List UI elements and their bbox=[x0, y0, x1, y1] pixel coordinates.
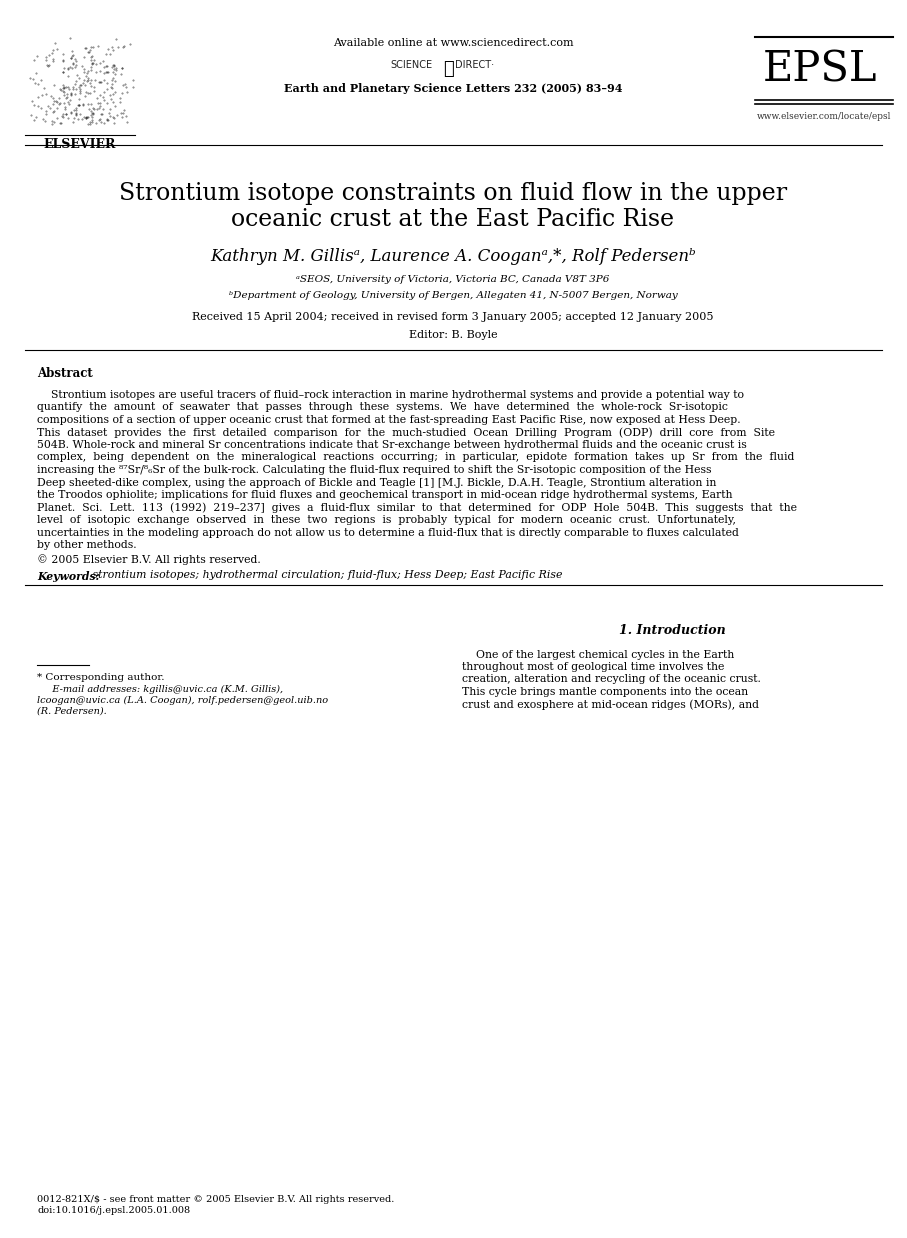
Text: www.elsevier.com/locate/epsl: www.elsevier.com/locate/epsl bbox=[756, 111, 892, 121]
Text: Strontium isotopes are useful tracers of fluid–rock interaction in marine hydrot: Strontium isotopes are useful tracers of… bbox=[37, 390, 744, 400]
Text: increasing the ⁸⁷Sr/⁸₆Sr of the bulk-rock. Calculating the fluid-flux required t: increasing the ⁸⁷Sr/⁸₆Sr of the bulk-roc… bbox=[37, 465, 711, 475]
Text: Kathryn M. Gillisᵃ, Laurence A. Cooganᵃ,*, Rolf Pedersenᵇ: Kathryn M. Gillisᵃ, Laurence A. Cooganᵃ,… bbox=[210, 248, 696, 265]
Text: oceanic crust at the East Pacific Rise: oceanic crust at the East Pacific Rise bbox=[231, 208, 675, 232]
Text: doi:10.1016/j.epsl.2005.01.008: doi:10.1016/j.epsl.2005.01.008 bbox=[37, 1206, 190, 1214]
Text: 0012-821X/$ - see front matter © 2005 Elsevier B.V. All rights reserved.: 0012-821X/$ - see front matter © 2005 El… bbox=[37, 1195, 395, 1205]
Text: Deep sheeted-dike complex, using the approach of Bickle and Teagle [1] [M.J. Bic: Deep sheeted-dike complex, using the app… bbox=[37, 478, 717, 488]
Text: SCIENCE: SCIENCE bbox=[390, 59, 432, 71]
Text: Editor: B. Boyle: Editor: B. Boyle bbox=[409, 331, 497, 340]
Text: E-mail addresses: kgillis@uvic.ca (K.M. Gillis),: E-mail addresses: kgillis@uvic.ca (K.M. … bbox=[43, 685, 283, 693]
Text: 504B. Whole-rock and mineral Sr concentrations indicate that Sr-exchange between: 504B. Whole-rock and mineral Sr concentr… bbox=[37, 439, 746, 449]
Text: Earth and Planetary Science Letters 232 (2005) 83–94: Earth and Planetary Science Letters 232 … bbox=[284, 83, 622, 94]
Text: EPSL: EPSL bbox=[763, 48, 877, 90]
Text: This  dataset  provides  the  first  detailed  comparison  for  the  much-studie: This dataset provides the first detailed… bbox=[37, 427, 775, 438]
Text: compositions of a section of upper oceanic crust that formed at the fast-spreadi: compositions of a section of upper ocean… bbox=[37, 415, 741, 425]
Text: DIRECT·: DIRECT· bbox=[455, 59, 494, 71]
Text: © 2005 Elsevier B.V. All rights reserved.: © 2005 Elsevier B.V. All rights reserved… bbox=[37, 555, 260, 566]
Text: complex,  being  dependent  on  the  mineralogical  reactions  occurring;  in  p: complex, being dependent on the mineralo… bbox=[37, 453, 795, 463]
Text: quantify  the  amount  of  seawater  that  passes  through  these  systems.  We : quantify the amount of seawater that pas… bbox=[37, 402, 728, 412]
Text: * Corresponding author.: * Corresponding author. bbox=[37, 672, 164, 681]
Text: Strontium isotope constraints on fluid flow in the upper: Strontium isotope constraints on fluid f… bbox=[119, 182, 787, 206]
Text: Keywords:: Keywords: bbox=[37, 571, 100, 582]
Text: uncertainties in the modeling approach do not allow us to determine a fluid-flux: uncertainties in the modeling approach d… bbox=[37, 527, 739, 537]
Text: This cycle brings mantle components into the ocean: This cycle brings mantle components into… bbox=[462, 687, 748, 697]
Text: crust and exosphere at mid-ocean ridges (MORs), and: crust and exosphere at mid-ocean ridges … bbox=[462, 699, 759, 711]
Text: Abstract: Abstract bbox=[37, 366, 93, 380]
Text: Received 15 April 2004; received in revised form 3 January 2005; accepted 12 Jan: Received 15 April 2004; received in revi… bbox=[192, 312, 714, 322]
Text: ⓓ: ⓓ bbox=[443, 59, 454, 78]
Text: the Troodos ophiolite; implications for fluid fluxes and geochemical transport i: the Troodos ophiolite; implications for … bbox=[37, 490, 733, 500]
Text: ᵃSEOS, University of Victoria, Victoria BC, Canada V8T 3P6: ᵃSEOS, University of Victoria, Victoria … bbox=[297, 275, 610, 284]
Text: strontium isotopes; hydrothermal circulation; fluid-flux; Hess Deep; East Pacifi: strontium isotopes; hydrothermal circula… bbox=[89, 571, 562, 581]
Text: by other methods.: by other methods. bbox=[37, 540, 137, 550]
Text: level  of  isotopic  exchange  observed  in  these  two  regions  is  probably  : level of isotopic exchange observed in t… bbox=[37, 515, 736, 525]
Text: (R. Pedersen).: (R. Pedersen). bbox=[37, 707, 107, 716]
Text: 1. Introduction: 1. Introduction bbox=[619, 624, 726, 638]
Text: Planet.  Sci.  Lett.  113  (1992)  219–237]  gives  a  fluid-flux  similar  to  : Planet. Sci. Lett. 113 (1992) 219–237] g… bbox=[37, 503, 797, 513]
Text: Available online at www.sciencedirect.com: Available online at www.sciencedirect.co… bbox=[333, 38, 573, 48]
Text: creation, alteration and recycling of the oceanic crust.: creation, alteration and recycling of th… bbox=[462, 675, 761, 685]
Text: lcoogan@uvic.ca (L.A. Coogan), rolf.pedersen@geol.uib.no: lcoogan@uvic.ca (L.A. Coogan), rolf.pede… bbox=[37, 696, 328, 704]
Text: One of the largest chemical cycles in the Earth: One of the largest chemical cycles in th… bbox=[462, 650, 735, 660]
Text: ᵇDepartment of Geology, University of Bergen, Allegaten 41, N-5007 Bergen, Norwa: ᵇDepartment of Geology, University of Be… bbox=[229, 291, 678, 300]
Text: ELSEVIER: ELSEVIER bbox=[44, 137, 116, 151]
Text: throughout most of geological time involves the: throughout most of geological time invol… bbox=[462, 662, 725, 672]
